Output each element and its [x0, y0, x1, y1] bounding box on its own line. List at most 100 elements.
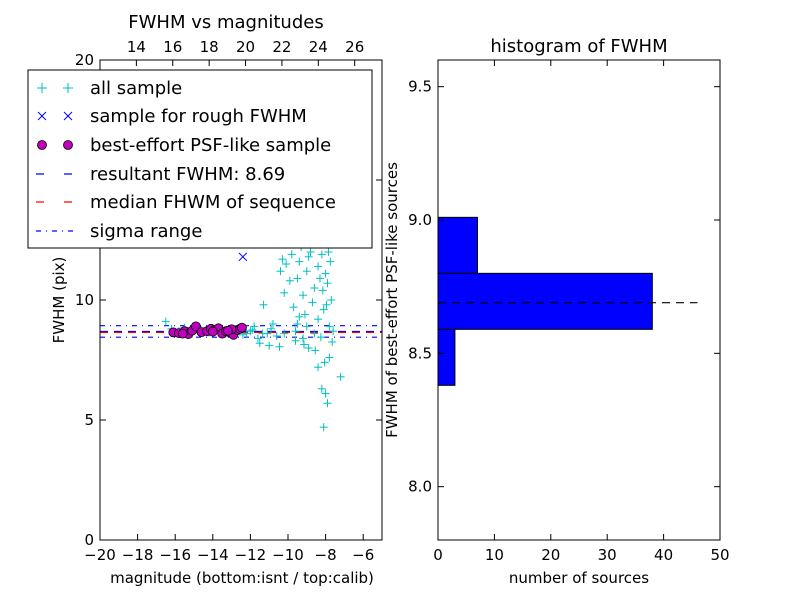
scatter-point-plus	[329, 327, 338, 336]
y-tick-label: 9.5	[408, 78, 432, 96]
scatter-point-plus	[268, 320, 277, 328]
x-tick-label: 10	[485, 546, 504, 564]
scatter-point-plus	[318, 286, 327, 295]
scatter-point-plus	[304, 252, 313, 261]
scatter-point-plus	[319, 305, 328, 314]
scatter-point-plus	[304, 344, 313, 352]
scatter-y-axis-label: FWHM (pix)	[50, 257, 68, 344]
y-tick-label: 5	[84, 411, 94, 429]
histogram-ticks: 0 10 20 30 40 50 8.0 8.5 9.0 9.5	[408, 60, 730, 564]
scatter-point-plus	[293, 274, 302, 283]
scatter-point-plus	[291, 336, 300, 345]
y-tick-label: 0	[84, 531, 94, 549]
scatter-point-plus	[248, 326, 257, 334]
top-x-tick-label: 20	[236, 38, 255, 56]
scatter-point-plus	[317, 250, 326, 259]
scatter-points	[161, 219, 345, 432]
y-tick-label: 10	[75, 291, 94, 309]
scatter-point-plus	[321, 389, 330, 398]
scatter-point-plus	[314, 363, 323, 372]
scatter-point-plus	[280, 329, 289, 338]
x-tick-label: −20	[84, 546, 116, 564]
scatter-point-plus	[275, 342, 284, 351]
histogram-x-axis-label: number of sources	[509, 569, 649, 587]
fwhm-vs-magnitude-plot: FWHM vs magnitudes magnitude (bottom:isn…	[27, 12, 383, 587]
scatter-point-plus	[265, 341, 274, 350]
scatter-point-plus	[258, 329, 267, 338]
scatter-point-plus	[282, 260, 291, 268]
circle-marker-icon	[37, 140, 73, 150]
scatter-point-plus	[289, 303, 298, 312]
x-tick-label: −18	[122, 546, 154, 564]
x-tick-label: 50	[710, 546, 729, 564]
legend-label: median FHWM of sequence	[90, 192, 336, 213]
scatter-point-plus	[299, 340, 308, 349]
scatter-point-plus	[259, 300, 268, 309]
top-x-tick-label: 18	[200, 38, 219, 56]
scatter-point-plus	[317, 384, 326, 393]
scatter-plot-frame	[99, 59, 383, 541]
y-tick-label: 9.0	[408, 211, 432, 229]
scatter-point-plus	[255, 339, 264, 348]
scatter-point-plus	[325, 322, 334, 331]
legend-item-sample-for-rough-fwhm: sample for rough FWHM	[37, 106, 307, 127]
scatter-point-plus	[314, 315, 323, 324]
scatter-point-plus	[336, 372, 345, 381]
legend-label: sigma range	[90, 221, 202, 242]
x-tick-label: 30	[598, 546, 617, 564]
scatter-title: FWHM vs magnitudes	[128, 12, 323, 33]
scatter-point-plus	[326, 257, 335, 266]
histogram-bar	[437, 216, 478, 274]
scatter-point-plus	[306, 248, 315, 256]
x-tick-label: −8	[315, 546, 337, 564]
legend-label: sample for rough FWHM	[90, 106, 307, 127]
scatter-point-plus	[272, 332, 281, 340]
histogram-bars	[437, 216, 653, 386]
x-tick-label: −6	[352, 546, 374, 564]
y-tick-label: 8.5	[408, 344, 432, 362]
histogram-bar	[437, 328, 456, 386]
legend-item-all-sample: all sample	[37, 78, 182, 99]
scatter-x-axis-label: magnitude (bottom:isnt / top:calib)	[110, 569, 374, 587]
x-tick-label: 40	[654, 546, 673, 564]
scatter-point-plus	[302, 322, 311, 331]
scatter-point-plus	[278, 255, 287, 264]
x-tick-label: 0	[433, 546, 443, 564]
histogram-plot-frame	[437, 59, 721, 541]
scatter-point-plus	[295, 257, 304, 266]
scatter-point-plus	[323, 399, 332, 408]
x-tick-label: −14	[197, 546, 229, 564]
histogram-bar	[437, 272, 653, 330]
scatter-point-plus	[293, 320, 302, 328]
scatter-point-plus	[310, 284, 319, 292]
scatter-point-x	[238, 252, 248, 262]
y-tick-label: 8.0	[408, 478, 432, 496]
scatter-point-plus	[321, 269, 330, 278]
scatter-point-plus	[322, 300, 331, 309]
legend: all sample sample for rough FWHM best-ef…	[27, 69, 373, 249]
scatter-point-plus	[280, 288, 289, 297]
x-tick-label: −10	[272, 546, 304, 564]
top-x-tick-label: 16	[163, 38, 182, 56]
scatter-point-plus	[285, 276, 294, 285]
histogram-title: histogram of FWHM	[490, 36, 667, 57]
scatter-point-circle	[177, 328, 188, 339]
legend-item-median-fwhm: median FHWM of sequence	[36, 192, 336, 213]
top-x-tick-label: 26	[345, 38, 364, 56]
legend-label: all sample	[90, 78, 182, 99]
scatter-point-plus	[320, 358, 329, 367]
scatter-point-plus	[299, 291, 308, 300]
scatter-point-plus	[291, 327, 300, 336]
fwhm-histogram-plot: histogram of FWHM number of sources FWHM…	[383, 36, 730, 587]
x-tick-label: 20	[541, 546, 560, 564]
scatter-point-plus	[327, 296, 336, 304]
scatter-point-plus	[314, 262, 323, 271]
scatter-point-plus	[311, 346, 320, 355]
scatter-point-plus	[276, 267, 285, 276]
top-x-tick-label: 22	[272, 38, 291, 56]
scatter-point-plus	[253, 334, 262, 343]
top-x-tick-label: 24	[309, 38, 328, 56]
scatter-point-plus	[287, 250, 296, 259]
scatter-point-plus	[302, 267, 311, 276]
scatter-point-circle	[222, 325, 233, 336]
